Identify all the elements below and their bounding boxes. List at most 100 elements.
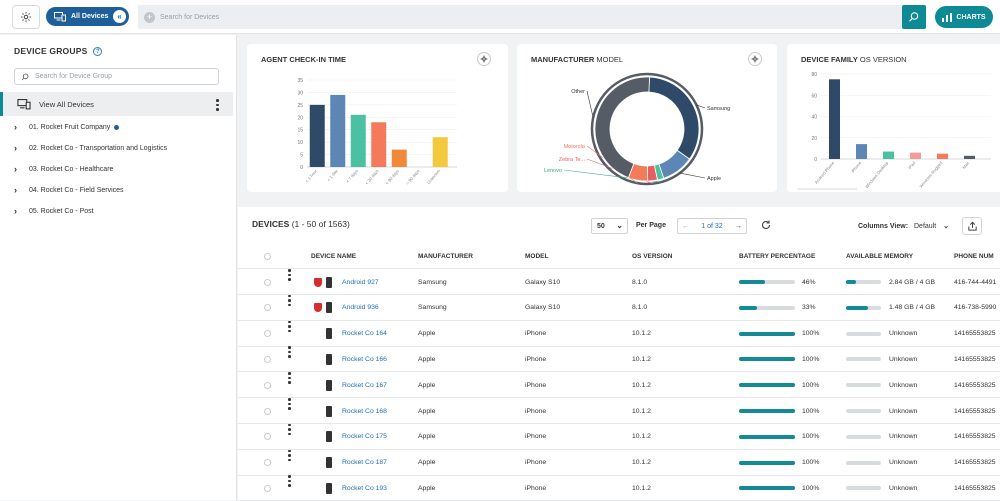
slice-label: Lenovo: [544, 168, 562, 174]
model-cell: iPhone: [525, 459, 547, 467]
row-checkbox[interactable]: [264, 450, 271, 476]
phone-cell: 14165553825: [954, 433, 996, 441]
settings-button[interactable]: [12, 5, 40, 29]
device-family-chart: 0 20 40 60 80 Android Phone iPhone Windows Desk…: [797, 72, 991, 190]
group-search-input[interactable]: Search for Device Group: [14, 68, 219, 85]
table-row[interactable]: Rocket Co 166 Apple iPhone 10.1.2 100% Unknow…: [238, 346, 1000, 373]
row-menu[interactable]: [288, 423, 291, 450]
prev-page-icon[interactable]: ←: [682, 222, 689, 230]
manufacturer-cell: Samsung: [418, 304, 447, 312]
row-menu[interactable]: [288, 475, 291, 501]
col-phone[interactable]: PHONE NUM: [954, 252, 994, 260]
battery-cell: 100%: [739, 321, 819, 347]
card-settings-button[interactable]: [748, 52, 762, 66]
phone-device-icon: [326, 328, 332, 340]
help-icon[interactable]: ?: [93, 46, 103, 56]
row-menu[interactable]: [288, 269, 291, 295]
device-name-link[interactable]: Rocket Co 168: [342, 407, 387, 415]
row-checkbox[interactable]: [264, 346, 271, 372]
charts-button[interactable]: CHARTS: [935, 6, 993, 28]
table-row[interactable]: Android 936 Samsung Galaxy S10 8.1.0 33% 1.48…: [238, 294, 1000, 321]
os-version-cell: 10.1.2: [632, 381, 651, 389]
chevron-right-icon[interactable]: ›: [14, 185, 17, 195]
row-checkbox[interactable]: [264, 372, 271, 398]
phone-cell: 14165553825: [954, 407, 996, 415]
chevron-right-icon[interactable]: ›: [14, 122, 17, 132]
bar: [856, 144, 867, 159]
col-battery[interactable]: BATTERY PERCENTAGE: [739, 252, 816, 260]
col-memory[interactable]: AVAILABLE MEMORY: [846, 252, 914, 260]
row-checkbox[interactable]: [264, 424, 271, 450]
card-settings-button[interactable]: [477, 52, 491, 66]
row-menu[interactable]: [288, 449, 291, 476]
device-name-link[interactable]: Rocket Co 167: [342, 381, 387, 389]
device-name-link[interactable]: Rocket Co 187: [342, 459, 387, 467]
row-checkbox[interactable]: [264, 475, 271, 501]
device-name-cell: Android 927: [314, 269, 379, 295]
row-checkbox[interactable]: [264, 321, 271, 347]
device-name-link[interactable]: Rocket Co 164: [342, 330, 387, 338]
device-name-link[interactable]: Android 927: [342, 278, 379, 286]
refresh-icon: [762, 220, 771, 230]
table-row[interactable]: Rocket Co 164 Apple iPhone 10.1.2 100% Unknow…: [238, 320, 1000, 347]
table-row[interactable]: Rocket Co 168 Apple iPhone 10.1.2 100% Unknow…: [238, 398, 1000, 424]
manufacturer-cell: Apple: [418, 381, 436, 389]
col-os-version[interactable]: OS VERSION: [632, 252, 673, 260]
all-devices-filter-chip[interactable]: All Devices «: [46, 7, 129, 26]
table-row[interactable]: Rocket Co 167 Apple iPhone 10.1.2 100% Unknow…: [238, 372, 1000, 399]
agent-checkin-chart: 0 5 10 15 20 25 30 35 < 1 hour < 1 day < 7 days < 3…: [297, 78, 457, 186]
device-name-link[interactable]: Android 936: [342, 304, 379, 312]
row-menu[interactable]: [288, 346, 291, 372]
refresh-button[interactable]: [758, 217, 774, 233]
device-name-link[interactable]: Rocket Co 166: [342, 355, 387, 363]
group-item-post[interactable]: › 05. Rocket Co - Post: [14, 204, 94, 218]
manufacturer-cell: Apple: [418, 407, 436, 415]
gear-icon: [751, 55, 759, 63]
page-indicator[interactable]: 1 of 32: [701, 222, 723, 230]
table-row[interactable]: Rocket Co 187 Apple iPhone 10.1.2 100% Unknow…: [238, 449, 1000, 476]
card-title: MANUFACTURER MODEL: [531, 55, 623, 64]
chevron-right-icon[interactable]: ›: [14, 143, 17, 153]
chevron-right-icon[interactable]: ›: [14, 206, 17, 216]
col-device-name[interactable]: DEVICE NAME: [311, 252, 357, 260]
table-row[interactable]: Rocket Co 175 Apple iPhone 10.1.2 100% Unknow…: [238, 423, 1000, 450]
per-page-select[interactable]: 50 ⌄: [591, 218, 628, 234]
manufacturer-cell: Apple: [418, 330, 436, 338]
table-row[interactable]: Rocket Co 193 Apple iPhone 10.1.2 100% Unknow…: [238, 475, 1000, 501]
search-button[interactable]: [902, 5, 926, 29]
x-tick-label: Windows Rugged: [918, 160, 943, 189]
battery-bar: [739, 305, 795, 310]
chevron-right-icon[interactable]: ›: [14, 164, 17, 174]
row-menu[interactable]: [288, 398, 291, 424]
search-icon: [21, 73, 29, 80]
bar: [829, 79, 840, 159]
device-search-input[interactable]: + Search for Devices: [138, 5, 902, 29]
add-filter-icon[interactable]: +: [144, 11, 155, 23]
group-item-healthcare[interactable]: › 03. Rocket Co - Healthcare: [14, 162, 113, 176]
col-model[interactable]: MODEL: [525, 252, 549, 260]
view-all-devices-item[interactable]: View All Devices: [0, 92, 233, 116]
group-item-rocket-fruit[interactable]: › 01. Rocket Fruit Company: [14, 120, 120, 134]
device-name-link[interactable]: Rocket Co 175: [342, 433, 387, 441]
row-menu[interactable]: [288, 320, 291, 347]
next-page-icon[interactable]: →: [734, 222, 742, 230]
select-all-checkbox[interactable]: [264, 243, 271, 269]
export-button[interactable]: [962, 217, 982, 235]
row-checkbox[interactable]: [264, 269, 271, 295]
group-item-field-services[interactable]: › 04. Rocket Co - Field Services: [14, 183, 124, 197]
phone-cell: 14165553825: [954, 381, 996, 389]
table-row[interactable]: Android 927 Samsung Galaxy S10 8.1.0 46% 2.84…: [238, 269, 1000, 295]
row-menu[interactable]: [288, 294, 291, 321]
columns-view-select[interactable]: Columns View: Default ⌄: [858, 222, 949, 230]
col-manufacturer[interactable]: MANUFACTURER: [418, 252, 473, 260]
more-options-icon[interactable]: [216, 99, 219, 111]
memory-cell: Unknown: [846, 372, 917, 398]
row-menu[interactable]: [288, 372, 291, 398]
row-checkbox[interactable]: [264, 295, 271, 321]
device-name-link[interactable]: Rocket Co 193: [342, 484, 387, 492]
bar: [371, 122, 387, 167]
bar: [883, 151, 894, 159]
row-checkbox[interactable]: [264, 398, 271, 424]
group-item-transportation[interactable]: › 02. Rocket Co - Transportation and Log…: [14, 141, 167, 155]
collapse-chevron-icon[interactable]: «: [113, 10, 126, 23]
